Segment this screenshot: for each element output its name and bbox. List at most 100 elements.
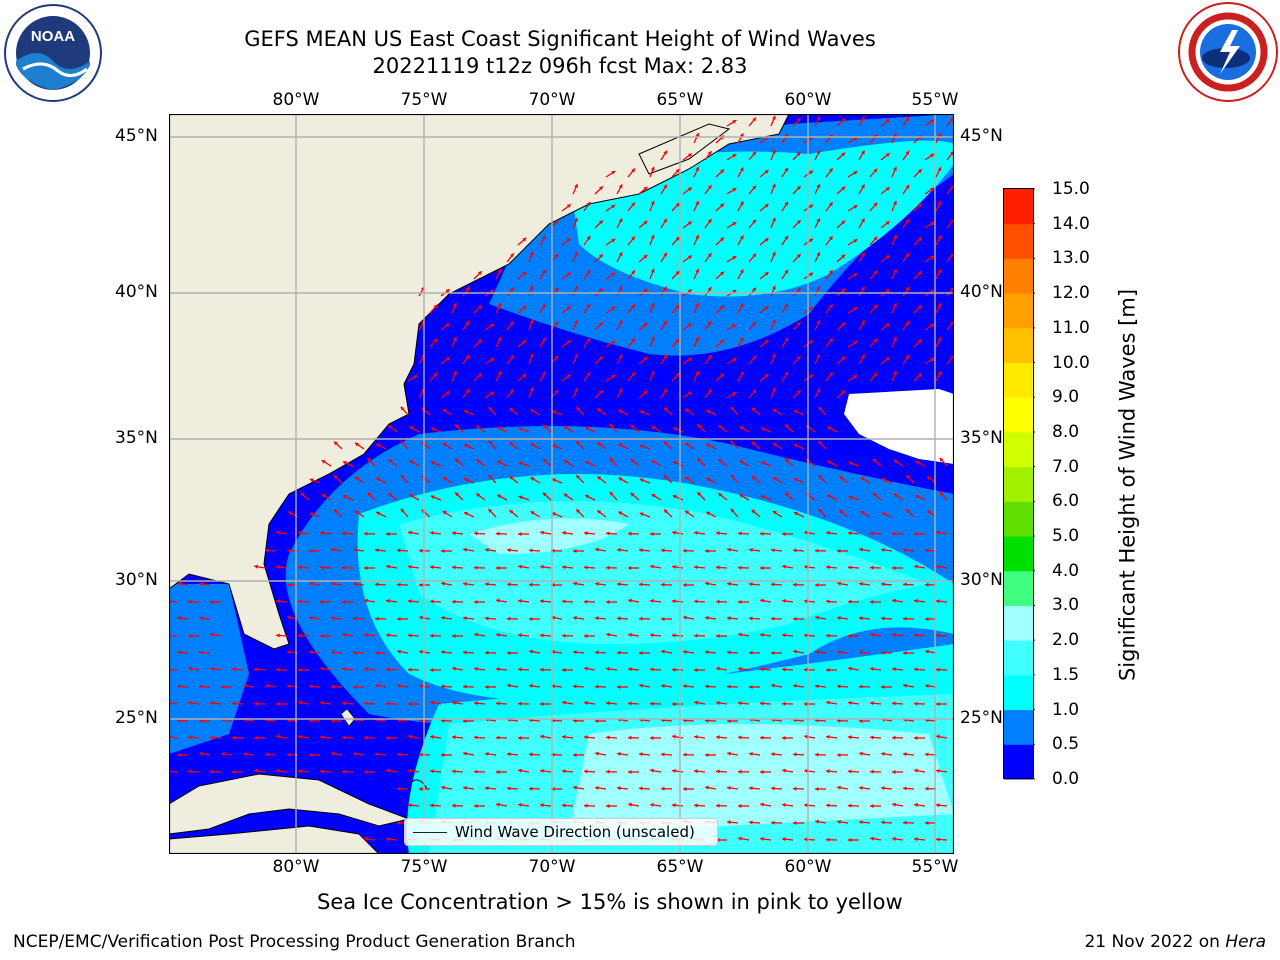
lat-label-left-25: 25°N [115,708,158,728]
wind-wave-arrowhead [309,752,313,758]
wind-wave-arrowhead [752,219,757,224]
wind-wave-arrowhead [566,340,571,345]
wind-wave-arrowhead [309,548,313,554]
wind-wave-arrowhead [573,785,577,790]
wind-wave-arrowhead [859,785,863,790]
wind-wave-arrowhead [474,632,478,637]
wind-wave-arrowhead [617,582,621,587]
wind-wave-arrowhead [331,581,335,586]
wind-wave-arrowhead [650,302,655,307]
wind-wave-arrowhead [530,477,535,481]
wind-wave-arrowhead [188,735,192,740]
wind-wave-arrowhead [445,289,450,293]
wind-wave-arrowhead [905,354,910,359]
colorbar-block [1004,501,1033,537]
wind-wave-arrowhead [720,271,725,276]
wind-wave-arrowhead [529,319,534,324]
wind-wave-arrowhead [188,769,192,774]
wind-wave-arrowhead [738,836,742,841]
wind-wave-arrowhead [826,667,830,673]
wind-wave-arrowhead [490,357,495,362]
wind-wave-arrowhead [732,256,737,260]
wind-wave-arrowhead [672,667,676,672]
wind-wave-arrowhead [551,786,555,792]
cuba-land [169,773,411,835]
wind-wave-arrowhead [397,582,401,587]
wind-wave-arrowhead [199,751,203,756]
wind-wave-arrowhead [694,530,698,535]
wind-wave-arrowhead [826,837,830,842]
wind-wave-arrowhead [707,151,712,156]
wind-wave-arrowhead [749,786,753,791]
wind-wave-arrowhead [730,474,735,479]
wind-wave-arrowhead [930,153,935,158]
wind-wave-arrowhead [210,769,214,774]
wind-wave-arrowhead [529,649,533,654]
wind-wave-arrowhead [937,303,942,308]
wind-wave-arrowhead [331,718,335,724]
wind-wave-arrowhead [841,186,846,191]
chart-subtitle: 20221119 t12z 096h fcst Max: 2.83 [372,54,748,78]
wind-wave-arrowhead [397,752,401,757]
wind-wave-arrowhead [551,684,555,689]
wind-wave-arrowhead [881,478,886,482]
wind-wave-arrowhead [452,531,456,536]
lon-label-top-80: 80°W [272,90,320,110]
wind-wave-arrowhead [937,201,942,206]
wind-wave-arrowhead [333,441,338,446]
wind-wave-arrowhead [276,530,280,535]
wind-wave-arrowhead [738,531,742,536]
wind-wave-arrowhead [837,785,841,790]
lat-label-right-30: 30°N [960,570,1003,590]
wind-wave-arrowhead [853,307,858,311]
wind-wave-arrowhead [611,171,616,175]
wind-wave-arrowhead [566,272,571,277]
wind-wave-arrowhead [732,222,737,226]
wind-wave-arrowhead [476,425,481,430]
wind-wave-arrowhead [554,355,559,360]
wind-wave-arrowhead [287,615,291,620]
wind-wave-arrowhead [464,511,469,516]
wind-wave-arrowhead [661,786,665,791]
wind-wave-arrowhead [254,701,258,706]
wind-wave-arrowhead [892,632,896,637]
wind-wave-arrowhead [651,426,656,430]
wind-wave-arrowhead [687,221,692,226]
wind-wave-arrowhead [617,786,621,791]
wind-wave-arrowhead [749,820,753,825]
wind-wave-arrowhead [453,302,457,307]
wind-wave-arrowhead [826,633,830,638]
wind-wave-arrowhead [618,388,623,393]
wind-wave-arrowhead [476,459,481,464]
wind-wave-arrowhead [848,633,852,639]
wind-wave-arrowhead [816,184,821,189]
wind-wave-arrowhead [554,287,559,292]
noaa-logo-text: NOAA [31,28,75,45]
wind-wave-arrowhead [364,735,368,740]
wind-wave-arrowhead [628,632,632,637]
wind-wave-arrowhead [881,547,885,552]
wind-wave-arrowhead [199,581,203,586]
wind-wave-arrowhead [739,235,744,240]
wind-wave-arrowhead [611,341,616,345]
lon-label-top-55: 55°W [911,90,959,110]
wind-wave-arrowhead [376,443,381,448]
wind-wave-arrowhead [618,443,623,448]
wind-wave-arrowhead [419,649,423,654]
wind-wave-arrowhead [727,684,731,689]
wind-wave-arrowhead [687,357,692,362]
lat-label-left-30: 30°N [115,570,158,590]
colorbar-tick-label: 15.0 [1052,179,1090,199]
wind-wave-arrowhead [507,548,511,553]
wind-wave-arrowhead [893,166,897,171]
wind-wave-arrowhead [188,666,192,671]
colorbar-block [1004,605,1033,641]
wind-wave-arrowhead [320,633,324,639]
wind-wave-arrowhead [562,803,566,808]
wind-wave-arrowhead [893,336,897,341]
wind-wave-arrowhead [873,202,878,207]
lat-label-left-45: 45°N [115,126,158,146]
wind-wave-arrowhead [551,410,556,414]
wind-wave-arrowhead [939,457,944,462]
wind-wave-arrowhead [893,370,897,375]
